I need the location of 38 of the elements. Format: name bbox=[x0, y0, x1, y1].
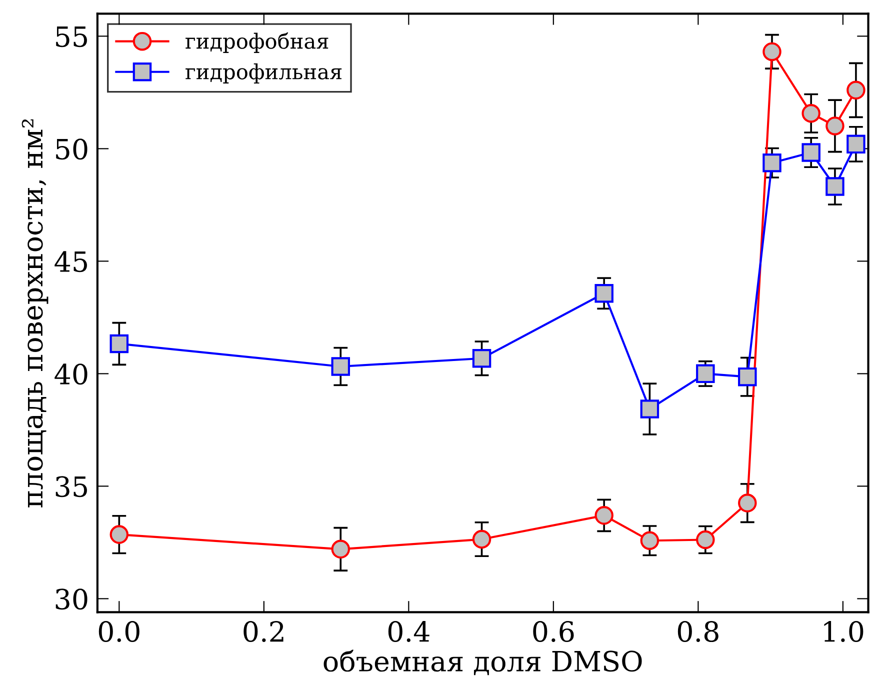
x-axis-title: объемная доля DMSO bbox=[324, 650, 642, 676]
x-tick-label: 0.8 bbox=[678, 621, 718, 642]
point bbox=[762, 42, 782, 62]
x-tick-label: 0.0 bbox=[98, 621, 140, 642]
point bbox=[846, 134, 866, 154]
point bbox=[738, 494, 757, 512]
point bbox=[331, 540, 350, 559]
point bbox=[594, 506, 614, 525]
point bbox=[846, 80, 866, 100]
y-tick-label: 40 bbox=[54, 364, 88, 385]
x-tick-label: 0.4 bbox=[388, 621, 430, 642]
y-tick-label: 30 bbox=[56, 588, 88, 610]
y-axis-title: площадь поверхности, нм² bbox=[22, 119, 48, 508]
point bbox=[110, 525, 129, 544]
x-tick-label: 0.2 bbox=[244, 621, 284, 642]
x-tick-label: 0.6 bbox=[533, 621, 574, 642]
x-tick-label: 1.0 bbox=[824, 621, 864, 642]
y-tick-label: 50 bbox=[56, 138, 88, 160]
point bbox=[762, 153, 782, 172]
point bbox=[802, 104, 820, 123]
y-tick-label: 55 bbox=[56, 26, 87, 48]
point bbox=[696, 530, 715, 550]
point bbox=[331, 357, 350, 376]
point bbox=[640, 531, 660, 550]
y-tick-label: 35 bbox=[56, 476, 87, 498]
y-tick-label: 45 bbox=[54, 251, 87, 272]
point bbox=[472, 349, 492, 368]
point bbox=[110, 334, 129, 354]
point bbox=[738, 367, 757, 386]
point bbox=[594, 284, 614, 303]
point bbox=[472, 530, 492, 549]
legend-label: гидрофобная bbox=[186, 32, 328, 53]
legend-label: гидрофильная bbox=[186, 63, 342, 84]
point bbox=[696, 364, 715, 384]
point bbox=[826, 116, 844, 136]
point bbox=[802, 143, 820, 162]
point bbox=[640, 400, 660, 418]
point bbox=[826, 177, 844, 196]
